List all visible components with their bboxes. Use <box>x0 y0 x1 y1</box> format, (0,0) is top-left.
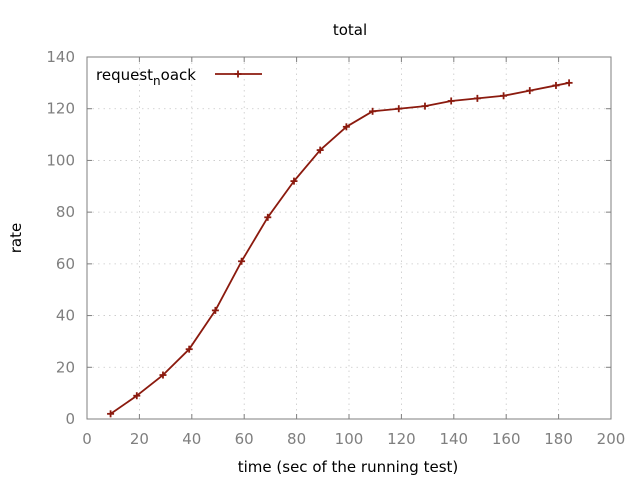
data-point <box>238 257 246 265</box>
grid <box>87 57 611 419</box>
data-point <box>159 371 167 379</box>
data-point <box>133 392 141 400</box>
x-tick-label: 160 <box>492 430 521 448</box>
x-axis: 0 20 40 60 80 100 120 140 160 180 200 <box>82 57 625 448</box>
data-point <box>290 177 298 185</box>
legend-label: requestnoack <box>96 66 196 88</box>
data-point <box>369 107 377 115</box>
series-line <box>110 81 570 415</box>
x-tick-label: 20 <box>130 430 149 448</box>
x-tick-label: 0 <box>82 430 92 448</box>
data-point <box>552 81 560 89</box>
y-tick-label: 0 <box>65 410 75 428</box>
series-group <box>107 79 573 418</box>
x-tick-label: 60 <box>235 430 254 448</box>
legend-label-subscript: n <box>153 74 161 88</box>
legend: requestnoack <box>96 66 262 88</box>
data-point <box>473 94 481 102</box>
data-point <box>421 102 429 110</box>
y-tick-label: 60 <box>56 255 75 273</box>
plot-frame <box>86 56 612 420</box>
y-tick-label: 20 <box>56 358 75 376</box>
y-axis: 0 20 40 60 80 100 120 140 <box>46 48 611 428</box>
legend-label-tail: oack <box>161 66 197 84</box>
y-tick-label: 140 <box>46 48 75 66</box>
data-point <box>565 79 573 87</box>
x-tick-label: 120 <box>387 430 416 448</box>
legend-marker <box>234 70 242 78</box>
data-point <box>316 146 324 154</box>
y-tick-label: 120 <box>46 100 75 118</box>
data-point <box>234 70 242 78</box>
data-point <box>264 213 272 221</box>
data-point <box>107 410 115 418</box>
x-tick-label: 180 <box>544 430 573 448</box>
data-point <box>342 123 350 131</box>
data-point <box>211 306 219 314</box>
data-point <box>185 345 193 353</box>
x-tick-label: 80 <box>287 430 306 448</box>
x-tick-label: 140 <box>439 430 468 448</box>
x-tick-label: 200 <box>597 430 626 448</box>
chart-title: total <box>333 21 367 39</box>
y-tick-label: 80 <box>56 203 75 221</box>
data-point <box>447 97 455 105</box>
data-point <box>395 105 403 113</box>
legend-label-main: request <box>96 66 153 84</box>
y-tick-label: 100 <box>46 151 75 169</box>
data-point <box>500 92 508 100</box>
data-point <box>526 87 534 95</box>
x-axis-label: time (sec of the running test) <box>238 458 459 476</box>
x-tick-label: 40 <box>182 430 201 448</box>
y-tick-label: 40 <box>56 307 75 325</box>
x-tick-label: 100 <box>335 430 364 448</box>
y-axis-label: rate <box>7 223 25 253</box>
